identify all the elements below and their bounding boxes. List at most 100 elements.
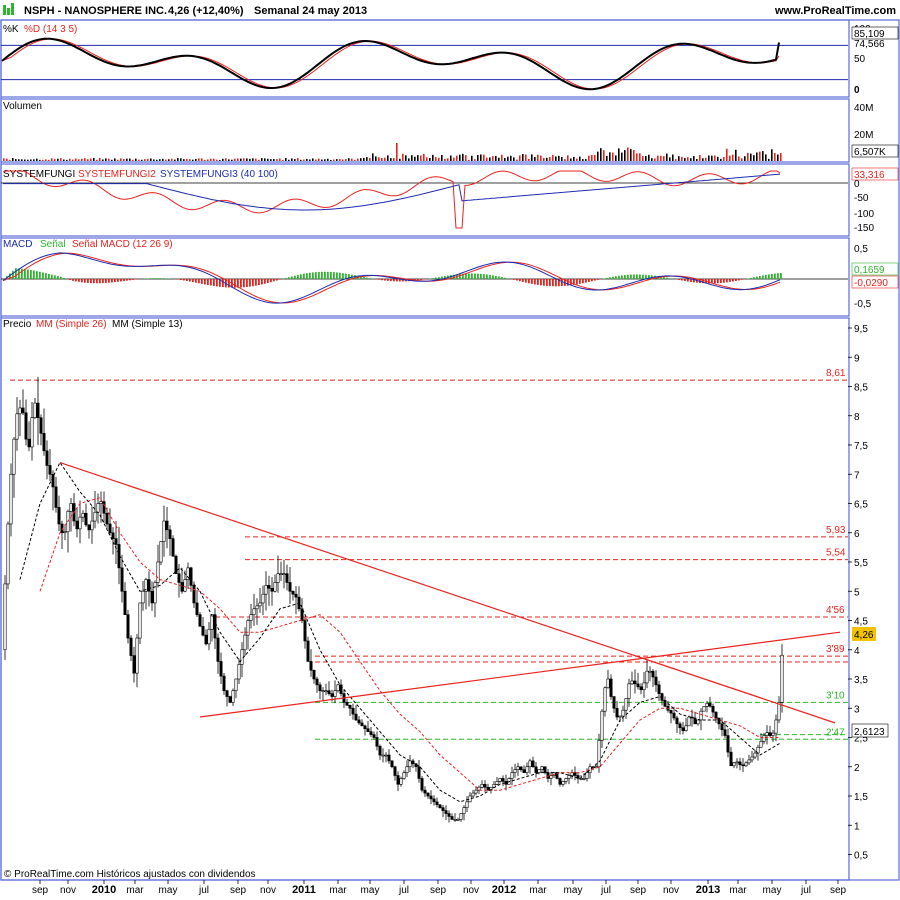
macd-hist-bar bbox=[165, 278, 167, 279]
price-candle-body bbox=[417, 766, 421, 779]
price-candle-body bbox=[609, 678, 613, 697]
price-candle-body bbox=[651, 670, 655, 678]
price-candle-body bbox=[291, 590, 295, 595]
price-candle-body bbox=[747, 759, 751, 764]
x-axis-label: mar bbox=[729, 885, 747, 896]
x-axis-label: jul bbox=[398, 885, 409, 896]
volume-bar bbox=[213, 158, 215, 161]
macd-hist-bar bbox=[120, 279, 122, 282]
volume-bar bbox=[237, 158, 239, 161]
price-candle-body bbox=[222, 675, 226, 692]
volume-bar bbox=[720, 158, 722, 161]
macd-hist-bar bbox=[243, 279, 245, 288]
volume-bar bbox=[648, 154, 650, 161]
volume-bar bbox=[474, 159, 476, 161]
site-link[interactable]: www.ProRealTime.com bbox=[774, 5, 896, 17]
price-ytick-label: 3,5 bbox=[854, 675, 868, 686]
volume-bar bbox=[750, 153, 752, 161]
volume-bar bbox=[411, 155, 413, 161]
macd-hist-bar bbox=[486, 274, 488, 279]
macd-hist-bar bbox=[453, 274, 455, 279]
macd-hist-bar bbox=[762, 275, 764, 279]
volume-bar bbox=[639, 153, 641, 161]
volume-bar bbox=[51, 158, 53, 161]
price-candle-body bbox=[702, 705, 706, 712]
volume-bar bbox=[552, 154, 554, 161]
price-ytick-label: 6,5 bbox=[854, 500, 868, 511]
volume-bar bbox=[117, 159, 119, 161]
macd-hist-bar bbox=[348, 274, 350, 279]
price-candle-body bbox=[243, 634, 247, 651]
price-candle-body bbox=[696, 719, 700, 725]
macd-hist-bar bbox=[660, 276, 662, 279]
price-candle-body bbox=[366, 728, 370, 732]
price-candle-body bbox=[573, 772, 577, 776]
price-candle-body bbox=[420, 778, 424, 791]
volume-bar bbox=[603, 150, 605, 161]
macd-hist-bar bbox=[693, 279, 695, 283]
macd-hist-bar bbox=[33, 270, 35, 279]
macd-hist-bar bbox=[678, 279, 680, 280]
price-candle-body bbox=[510, 772, 514, 779]
macd-hist-bar bbox=[237, 279, 239, 288]
macd-hist-bar bbox=[30, 269, 32, 279]
volume-bar bbox=[606, 155, 608, 161]
x-axis-label: sep bbox=[430, 885, 447, 896]
volume-bar bbox=[765, 154, 767, 161]
macd-hist-bar bbox=[105, 279, 107, 283]
volume-bar bbox=[153, 159, 155, 161]
price-candle-body bbox=[93, 511, 97, 522]
macd-hist-bar bbox=[72, 279, 74, 281]
volume-bar bbox=[408, 158, 410, 161]
price-candle-body bbox=[177, 573, 181, 583]
volume-bar bbox=[699, 155, 701, 161]
volume-bar bbox=[645, 156, 647, 161]
price-candle-body bbox=[528, 760, 532, 768]
volume-bar bbox=[147, 158, 149, 161]
macd-hist-bar bbox=[246, 279, 248, 288]
volume-bar bbox=[381, 158, 383, 161]
volume-bar bbox=[366, 157, 368, 161]
macd-hist-bar bbox=[669, 278, 671, 279]
macd-hist-bar bbox=[582, 279, 584, 284]
price-candle-body bbox=[456, 819, 460, 821]
volume-bar bbox=[564, 159, 566, 161]
sf-lines bbox=[1, 170, 848, 229]
price-candle-body bbox=[141, 590, 145, 604]
price-candle-body bbox=[549, 775, 553, 779]
macd-hist-bar bbox=[423, 279, 425, 280]
price-candle-body bbox=[321, 690, 325, 693]
price-candle-body bbox=[471, 792, 475, 797]
volume-bar bbox=[186, 158, 188, 161]
macd-hist-bar bbox=[666, 277, 668, 279]
volume-bar bbox=[279, 158, 281, 161]
price-candle-body bbox=[165, 520, 169, 531]
price-level-label: 8,61 bbox=[826, 368, 846, 379]
volume-bar bbox=[498, 157, 500, 161]
x-axis-label: nov bbox=[60, 885, 76, 896]
price-candle-body bbox=[261, 593, 265, 604]
macd-hist-bar bbox=[297, 274, 299, 279]
volume-bar bbox=[600, 148, 602, 161]
macd-hist-bar bbox=[777, 273, 779, 279]
macd-hist-bar bbox=[276, 279, 278, 281]
macd-hist-bar bbox=[36, 271, 38, 279]
sf-red-line bbox=[2, 170, 781, 229]
macd-hist-bar bbox=[102, 279, 104, 284]
price-candle-body bbox=[264, 585, 268, 595]
price-candle-body bbox=[24, 412, 28, 440]
macd-hist-bar bbox=[153, 278, 155, 279]
price-candle-body bbox=[465, 801, 469, 808]
volume-bar bbox=[393, 158, 395, 161]
price-candle-body bbox=[267, 585, 271, 589]
price-level-label: 3'10 bbox=[826, 690, 845, 701]
x-axis-label: sep bbox=[630, 885, 647, 896]
macd-hist-bar bbox=[633, 274, 635, 279]
price-ytick-label: 8,5 bbox=[854, 383, 868, 394]
volume-bar bbox=[306, 158, 308, 161]
volume-bar bbox=[753, 155, 755, 161]
price-ytick-label: 8 bbox=[854, 412, 860, 423]
volume-bar bbox=[561, 157, 563, 161]
volume-bar bbox=[48, 159, 50, 161]
price-candle-body bbox=[237, 664, 241, 680]
